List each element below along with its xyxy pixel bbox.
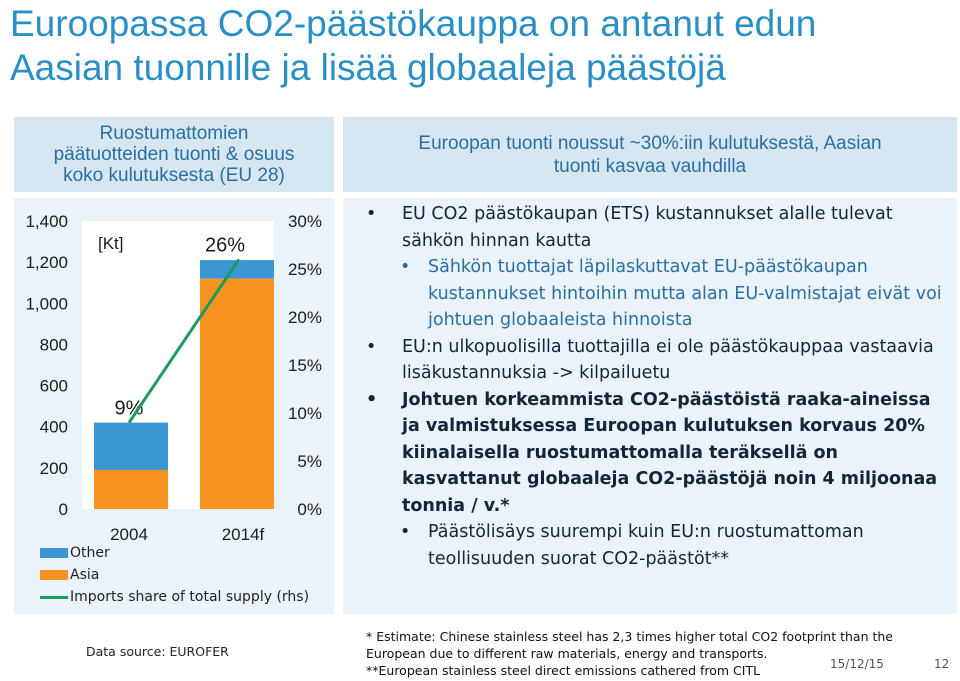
chart-header: Ruostumattomien päätuotteiden tuonti & o… bbox=[14, 117, 334, 192]
sub-bullet-marker: • bbox=[400, 522, 411, 542]
y-tick-label: 200 bbox=[40, 459, 68, 478]
text-header-line-1: Euroopan tuonti noussut ~30%:iin kulutuk… bbox=[418, 132, 882, 154]
text-panel bbox=[343, 198, 957, 614]
bullet-3-sub-text: Päästölisäys suurempi kuin EU:n ruostuma… bbox=[428, 522, 864, 569]
data-source: Data source: EUROFER bbox=[86, 644, 229, 659]
bar-other-2014f bbox=[200, 260, 274, 279]
slide-title: Euroopassa CO2-päästökauppa on antanut e… bbox=[10, 2, 950, 90]
text-header: Euroopan tuonti noussut ~30%:iin kulutuk… bbox=[343, 117, 957, 192]
bullet-2: • EU:n ulkopuolisilla tuottajilla ei ole… bbox=[360, 334, 950, 387]
unit-label: [Kt] bbox=[98, 234, 124, 253]
bullet-marker: • bbox=[366, 389, 378, 410]
bullet-marker: • bbox=[366, 204, 377, 224]
bullet-3-sub: • Päästölisäys suurempi kuin EU:n ruostu… bbox=[400, 519, 950, 572]
chart-header-line-3: koko kulutuksesta (EU 28) bbox=[63, 165, 285, 186]
chart-header-line-2: päätuotteiden tuonti & osuus bbox=[53, 144, 295, 165]
y-tick-label: 0 bbox=[59, 500, 68, 519]
legend-item-asia: Asia bbox=[40, 564, 309, 586]
legend-swatch-asia bbox=[40, 570, 68, 580]
legend-label-asia: Asia bbox=[70, 567, 100, 583]
bar-asia-2004 bbox=[94, 469, 168, 509]
y-tick-label: 400 bbox=[40, 418, 68, 437]
bullet-1-sub-text: Sähkön tuottajat läpilaskuttavat EU-pääs… bbox=[428, 257, 942, 330]
y2-tick-label: 15% bbox=[288, 356, 322, 375]
legend-label-share: Imports share of total supply (rhs) bbox=[70, 589, 310, 605]
text-header-line-2: tuonti kasvaa vauhdilla bbox=[553, 155, 747, 177]
y-tick-label: 1,200 bbox=[25, 253, 68, 272]
y-tick-label: 800 bbox=[40, 335, 68, 354]
y-tick-label: 1,000 bbox=[25, 294, 68, 313]
legend-swatch-other bbox=[40, 548, 68, 558]
chart-header-line-1: Ruostumattomien bbox=[99, 123, 249, 144]
footnote-1: * Estimate: Chinese stainless steel has … bbox=[366, 629, 893, 644]
chart-legend: Other Asia Imports share of total supply… bbox=[40, 542, 309, 608]
sub-bullet-marker: • bbox=[400, 257, 411, 277]
bullet-list: • EU CO2 päästökaupan (ETS) kustannukset… bbox=[360, 201, 950, 572]
page-number: 12 bbox=[934, 657, 950, 671]
legend-item-share: Imports share of total supply (rhs) bbox=[40, 586, 309, 608]
bullet-1: • EU CO2 päästökaupan (ETS) kustannukset… bbox=[360, 201, 950, 254]
title-line-1: Euroopassa CO2-päästökauppa on antanut e… bbox=[10, 3, 817, 44]
bullet-3-text: Johtuen korkeammista CO2-päästöistä raak… bbox=[402, 389, 938, 516]
footnote-2: European due to different raw materials,… bbox=[366, 646, 768, 661]
bullet-marker: • bbox=[366, 336, 377, 357]
legend-item-other: Other bbox=[40, 542, 309, 564]
y2-tick-label: 10% bbox=[288, 404, 322, 423]
title-line-2: Aasian tuonnille ja lisää globaaleja pää… bbox=[10, 47, 726, 88]
share-data-label: 26% bbox=[205, 234, 245, 256]
y2-tick-label: 5% bbox=[297, 452, 322, 471]
x-tick-label: 2014f bbox=[222, 525, 265, 544]
y-tick-label: 1,400 bbox=[25, 212, 68, 231]
legend-swatch-share bbox=[40, 595, 68, 599]
bar-other-2004 bbox=[94, 422, 168, 470]
footnotes: * Estimate: Chinese stainless steel has … bbox=[366, 628, 893, 679]
bullet-2-text: EU:n ulkopuolisilla tuottajilla ei ole p… bbox=[402, 336, 934, 384]
slide-date: 15/12/15 bbox=[830, 657, 884, 671]
y2-tick-label: 0% bbox=[297, 500, 322, 519]
legend-label-other: Other bbox=[70, 545, 110, 561]
y-tick-label: 600 bbox=[40, 377, 68, 396]
share-line bbox=[127, 258, 241, 424]
bullet-1-sub: • Sähkön tuottajat läpilaskuttavat EU-pä… bbox=[400, 254, 950, 334]
bullet-1-text: EU CO2 päästökaupan (ETS) kustannukset a… bbox=[402, 204, 893, 251]
y2-tick-label: 25% bbox=[288, 260, 322, 279]
bar-asia-2014f bbox=[200, 278, 274, 509]
bullet-3: • Johtuen korkeammista CO2-päästöistä ra… bbox=[360, 387, 950, 520]
y2-tick-label: 20% bbox=[288, 308, 322, 327]
footnote-3: **European stainless steel direct emissi… bbox=[366, 663, 761, 678]
x-tick-label: 2004 bbox=[110, 525, 148, 544]
y2-tick-label: 30% bbox=[288, 212, 322, 231]
